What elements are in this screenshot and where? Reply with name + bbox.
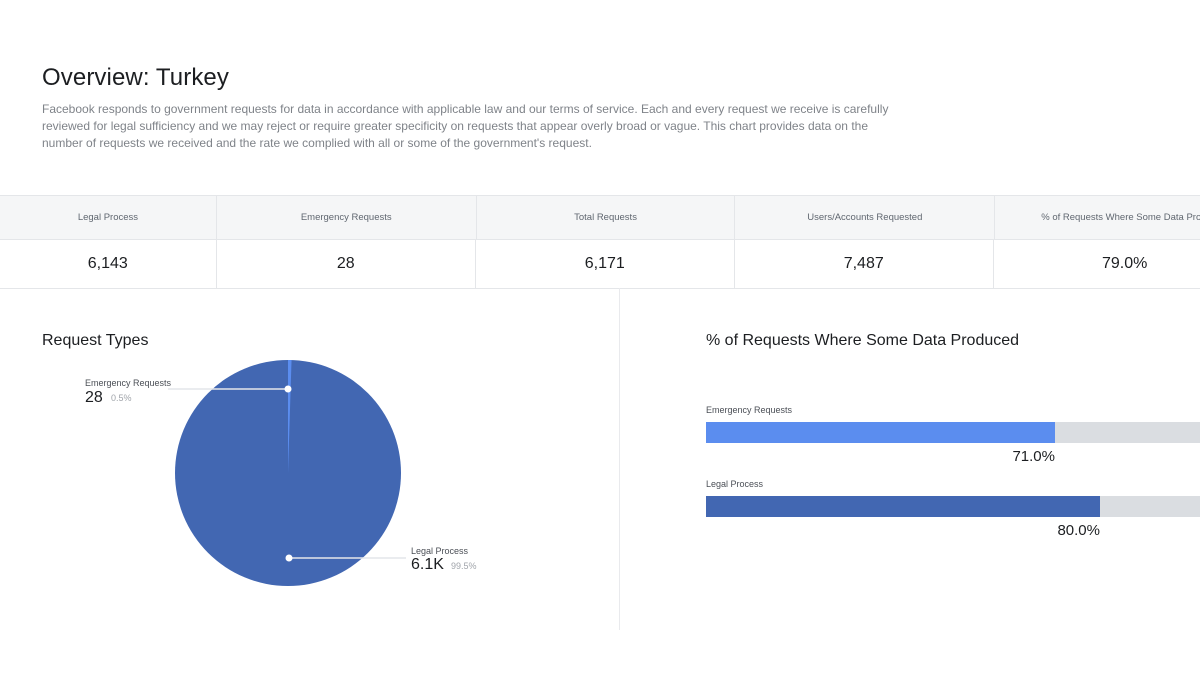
stats-value-legal-process: 6,143: [0, 240, 217, 288]
stats-header-users-accounts: Users/Accounts Requested: [735, 196, 996, 239]
emergency-callout-pct: 0.5%: [111, 393, 132, 403]
emergency-bar-track: [706, 422, 1200, 443]
legal-bar-label: Legal Process: [706, 479, 764, 489]
page-description: Facebook responds to government requests…: [42, 102, 889, 150]
emergency-bar-fill[interactable]: [706, 422, 1055, 443]
stats-header-pct-data-produced: % of Requests Where Some Data Produced: [995, 196, 1200, 239]
stats-header-legal-process: Legal Process: [0, 196, 217, 239]
stats-table: Legal Process Emergency Requests Total R…: [0, 195, 1200, 289]
request-types-title: Request Types: [42, 332, 149, 349]
legal-callout-label: Legal Process: [411, 546, 469, 556]
panel-divider: [619, 288, 620, 630]
legal-bar-value: 80.0%: [1057, 522, 1100, 539]
legal-callout-value: 6.1K: [411, 556, 444, 573]
stats-header-row: Legal Process Emergency Requests Total R…: [0, 196, 1200, 240]
stats-value-total-requests: 6,171: [476, 240, 735, 288]
legal-bar-fill[interactable]: [706, 496, 1100, 517]
page-title: Overview: Turkey: [42, 64, 229, 91]
data-produced-title: % of Requests Where Some Data Produced: [706, 332, 1020, 349]
stats-value-pct-data-produced: 79.0%: [994, 240, 1200, 288]
emergency-callout-label: Emergency Requests: [85, 378, 172, 388]
emergency-bar-value: 71.0%: [1012, 448, 1055, 465]
emergency-bar-label: Emergency Requests: [706, 405, 793, 415]
request-types-pie-chart: [168, 360, 406, 586]
stats-header-emergency-requests: Emergency Requests: [217, 196, 477, 239]
stats-value-users-accounts: 7,487: [735, 240, 994, 288]
legal-bar-track: [706, 496, 1200, 517]
stats-value-emergency-requests: 28: [217, 240, 477, 288]
legal-callout-pct: 99.5%: [451, 561, 477, 571]
stats-value-row: 6,143 28 6,171 7,487 79.0%: [0, 240, 1200, 288]
emergency-callout-value: 28: [85, 389, 103, 406]
emergency-callout-dot: [284, 385, 292, 393]
stats-header-total-requests: Total Requests: [477, 196, 736, 239]
legal-callout-dot: [285, 554, 293, 562]
